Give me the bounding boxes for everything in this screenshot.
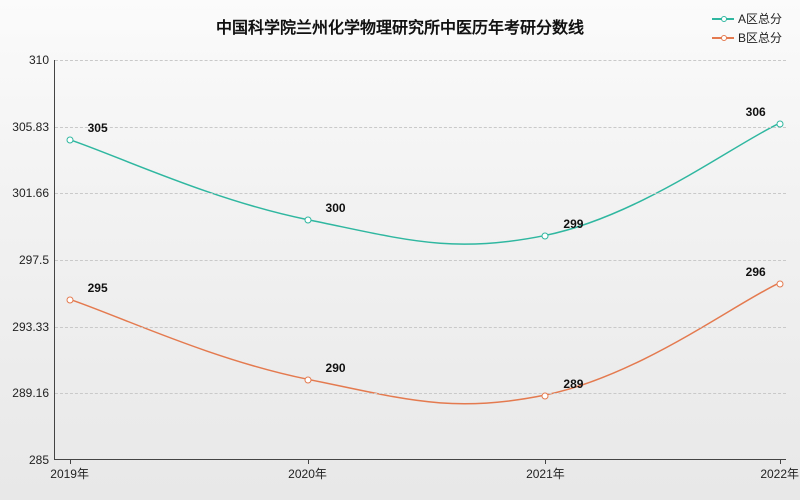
- y-axis-label: 289.16: [12, 386, 55, 400]
- y-axis-label: 297.5: [19, 253, 55, 267]
- data-label: 305: [88, 121, 108, 135]
- legend-item-b: B区总分: [712, 29, 782, 46]
- y-axis-label: 310: [29, 53, 55, 67]
- data-marker: [66, 297, 73, 304]
- grid-line: [55, 260, 786, 261]
- chart-container: 中国科学院兰州化学物理研究所中医历年考研分数线 A区总分 B区总分 285289…: [0, 0, 800, 500]
- data-label: 295: [88, 281, 108, 295]
- legend-swatch-a: [712, 18, 734, 20]
- data-marker: [304, 377, 311, 384]
- y-axis-label: 293.33: [12, 320, 55, 334]
- x-axis-label: 2019年: [50, 459, 89, 482]
- legend-swatch-b: [712, 37, 734, 39]
- x-axis-label: 2020年: [288, 459, 327, 482]
- data-label: 296: [746, 265, 766, 279]
- legend-item-a: A区总分: [712, 10, 782, 27]
- data-label: 299: [563, 217, 583, 231]
- data-label: 290: [326, 361, 346, 375]
- y-axis-label: 305.83: [12, 120, 55, 134]
- chart-title: 中国科学院兰州化学物理研究所中医历年考研分数线: [0, 14, 800, 38]
- plot-area: 285289.16293.33297.5301.66305.833102019年…: [54, 60, 786, 460]
- data-marker: [304, 217, 311, 224]
- grid-line: [55, 127, 786, 128]
- data-label: 306: [746, 105, 766, 119]
- data-label: 300: [326, 201, 346, 215]
- data-marker: [776, 121, 783, 128]
- data-marker: [542, 393, 549, 400]
- grid-line: [55, 327, 786, 328]
- data-label: 289: [563, 377, 583, 391]
- x-axis-label: 2022年: [760, 459, 799, 482]
- y-axis-label: 301.66: [12, 186, 55, 200]
- series-line: [70, 283, 778, 403]
- x-axis-label: 2021年: [526, 459, 565, 482]
- legend: A区总分 B区总分: [712, 10, 782, 48]
- series-line: [70, 124, 778, 244]
- grid-line: [55, 193, 786, 194]
- data-marker: [542, 233, 549, 240]
- legend-label-b: B区总分: [738, 29, 782, 46]
- data-marker: [66, 137, 73, 144]
- grid-line: [55, 393, 786, 394]
- grid-line: [55, 60, 786, 61]
- legend-label-a: A区总分: [738, 10, 782, 27]
- data-marker: [776, 281, 783, 288]
